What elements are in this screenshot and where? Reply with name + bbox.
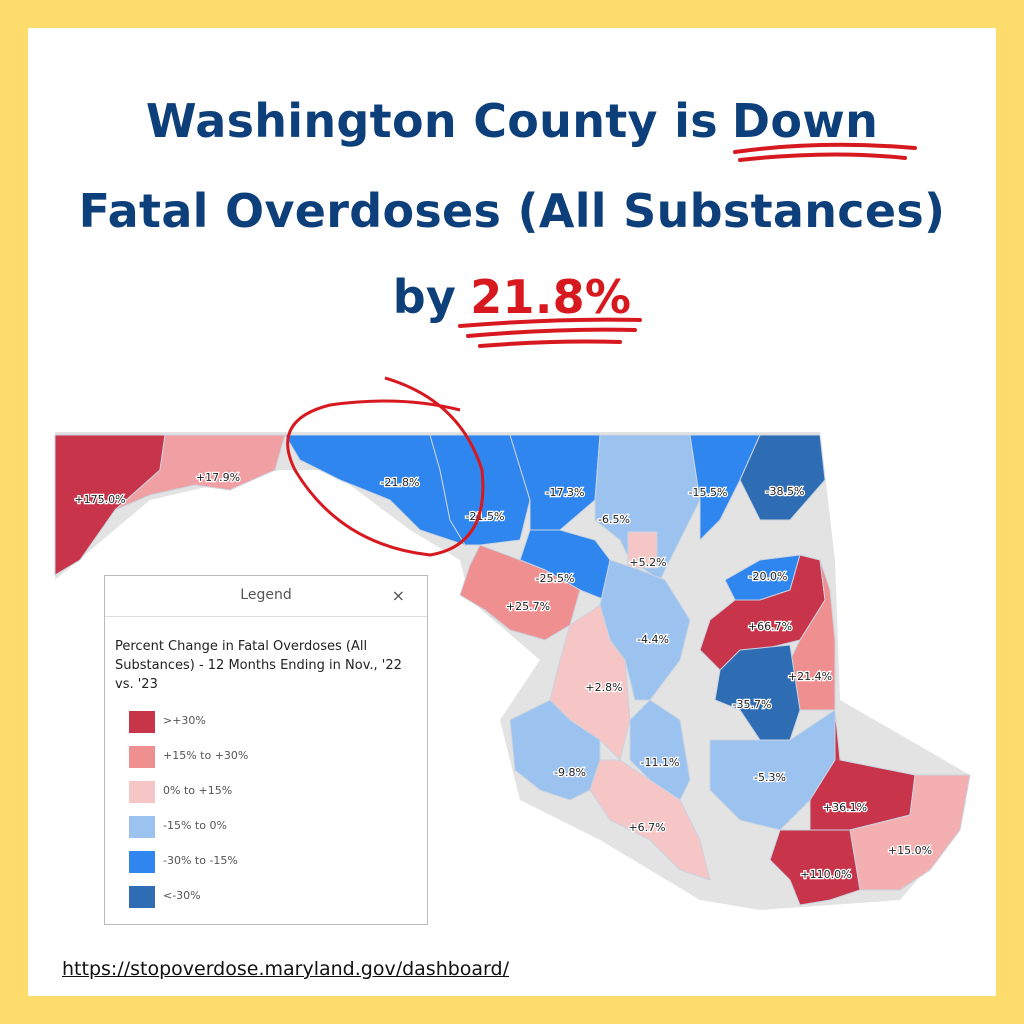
county-region xyxy=(769,829,861,906)
legend-swatch xyxy=(129,746,155,768)
circle-annotation xyxy=(286,376,485,557)
county-label: +17.9% xyxy=(196,471,240,484)
title-text: Washington County is xyxy=(145,94,718,148)
labels: +175.0% +17.9% -21.8% -21.5% -17.3% -6.5% -15.… xyxy=(73,470,933,883)
county-label: -35.7% xyxy=(733,698,772,711)
title-highlight: Down xyxy=(731,94,879,148)
source-link[interactable]: https://stopoverdose.maryland.gov/dashbo… xyxy=(62,958,510,980)
county-region xyxy=(589,759,711,881)
title-line: Fatal Overdoses (All Substances) xyxy=(0,184,1024,238)
county-label: -6.5% xyxy=(598,513,630,526)
county-label: +21.4% xyxy=(788,670,832,683)
legend-title: Legend xyxy=(240,587,292,603)
county-label: -11.1% xyxy=(641,756,680,769)
underline xyxy=(458,317,642,348)
county-region xyxy=(849,774,971,891)
legend-swatch xyxy=(129,781,155,803)
county-label: -4.4% xyxy=(637,633,669,646)
county-label: -9.8% xyxy=(554,766,586,779)
legend: Legend × Percent Change in Fatal Overdos… xyxy=(104,575,428,925)
legend-label: >+30% xyxy=(163,714,206,727)
county-region xyxy=(627,531,658,569)
county-label: +175.0% xyxy=(74,493,125,506)
county-label: -15.5% xyxy=(689,486,728,499)
legend-swatch xyxy=(129,711,155,733)
county-label: +6.7% xyxy=(628,821,665,834)
title-text: by xyxy=(392,270,457,324)
county-label: +110.0% xyxy=(800,868,851,881)
county-label: -21.5% xyxy=(466,510,505,523)
county-region xyxy=(739,434,826,521)
legend-heading: Percent Change in Fatal Overdoses (All S… xyxy=(115,639,402,692)
legend-close[interactable]: × xyxy=(391,586,405,605)
county-label: -5.3% xyxy=(754,771,786,784)
county-label: +66.7% xyxy=(748,620,792,633)
legend-swatch xyxy=(129,851,155,873)
county-label: -25.5% xyxy=(536,572,575,585)
county-label: +25.7% xyxy=(506,600,550,613)
title-line: by 21.8% xyxy=(0,270,1024,324)
county-label: -21.8% xyxy=(381,476,420,489)
county-label: -17.3% xyxy=(546,486,585,499)
county-label: +36.1% xyxy=(823,801,867,814)
county-region xyxy=(459,544,581,641)
regions xyxy=(54,434,971,906)
title-line: Washington County is Down xyxy=(0,94,1024,148)
legend-header: Legend × xyxy=(105,576,427,617)
legend-swatch xyxy=(129,816,155,838)
title-text: Fatal Overdoses (All Substances) xyxy=(78,184,946,238)
legend-label: -15% to 0% xyxy=(163,819,227,832)
county-region xyxy=(114,434,286,511)
legend-label: <-30% xyxy=(163,889,201,902)
county-label: +15.0% xyxy=(888,844,932,857)
county-label: +5.2% xyxy=(629,556,666,569)
county-label: +2.8% xyxy=(585,681,622,694)
legend-label: -30% to -15% xyxy=(163,854,238,867)
county-label: -20.0% xyxy=(749,570,788,583)
legend-swatch xyxy=(129,886,155,908)
county-region xyxy=(629,699,691,801)
title-highlight: 21.8% xyxy=(470,270,632,324)
underline xyxy=(733,142,917,162)
county-label: -38.5% xyxy=(766,485,805,498)
legend-label: +15% to +30% xyxy=(163,749,249,762)
legend-label: 0% to +15% xyxy=(163,784,233,797)
